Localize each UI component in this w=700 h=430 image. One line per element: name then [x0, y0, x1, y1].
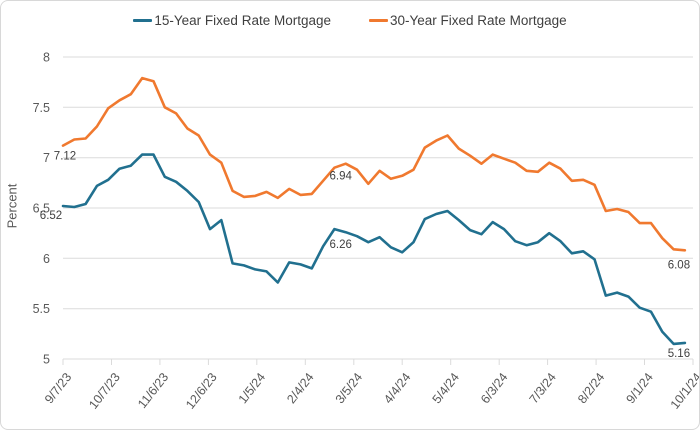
- y-axis-title: Percent: [4, 183, 20, 229]
- x-tick-label: 10/7/23: [86, 370, 123, 412]
- x-tick-label: 9/7/23: [42, 370, 74, 406]
- y-tick-label: 6: [43, 252, 50, 266]
- x-tick-label: 9/1/24: [623, 370, 655, 406]
- point-label-5.16: 5.16: [668, 348, 690, 360]
- y-tick-label: 5.5: [33, 302, 50, 316]
- x-tick-label: 4/4/24: [381, 370, 413, 406]
- x-tick-label: 1/5/24: [236, 370, 268, 406]
- y-tick-label: 8: [43, 51, 50, 65]
- legend-swatch-15-year-icon: [133, 19, 153, 22]
- legend-item-15-year[interactable]: 15-Year Fixed Rate Mortgage: [133, 13, 331, 28]
- x-tick-label: 10/1/24: [668, 370, 700, 412]
- point-label-6.08: 6.08: [668, 259, 690, 271]
- legend-label-30-year: 30-Year Fixed Rate Mortgage: [390, 13, 567, 28]
- point-label-6.26: 6.26: [330, 239, 352, 251]
- series-line-30-year: [61, 76, 687, 252]
- legend-swatch-30-year-icon: [369, 19, 388, 22]
- point-label-6.52: 6.52: [40, 210, 62, 222]
- x-tick-label: 6/3/24: [478, 370, 510, 406]
- series-line-15-year: [61, 153, 687, 346]
- x-tick-label: 8/2/24: [575, 370, 607, 406]
- x-tick-label: 11/6/23: [135, 370, 171, 411]
- x-tick-label: 12/6/23: [183, 370, 220, 412]
- point-label-6.94: 6.94: [330, 171, 353, 183]
- x-tick-label: 5/4/24: [430, 370, 462, 406]
- legend-label-15-year: 15-Year Fixed Rate Mortgage: [154, 13, 331, 28]
- y-tick-label: 7.5: [33, 101, 50, 115]
- point-label-7.12: 7.12: [54, 151, 76, 163]
- y-tick-label: 5: [43, 353, 50, 367]
- y-tick-label: 7: [43, 151, 50, 165]
- y-tick-label: 6.5: [33, 202, 50, 216]
- legend: 15-Year Fixed Rate Mortgage 30-Year Fixe…: [1, 13, 699, 28]
- x-tick-label: 7/3/24: [527, 370, 559, 406]
- x-tick-label: 3/5/24: [333, 370, 365, 406]
- x-tick-label: 2/4/24: [284, 370, 316, 406]
- legend-item-30-year[interactable]: 30-Year Fixed Rate Mortgage: [369, 13, 567, 28]
